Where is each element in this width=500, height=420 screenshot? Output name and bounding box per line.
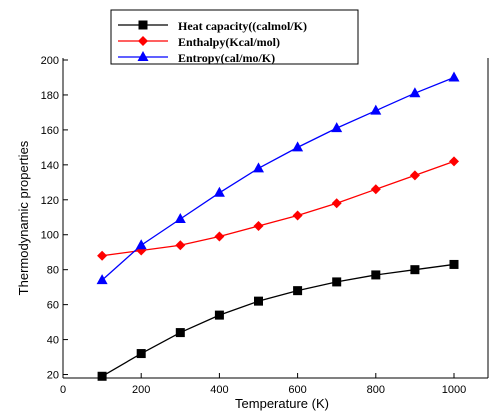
legend-marker (137, 51, 149, 61)
data-point (410, 265, 420, 275)
series-square (97, 259, 459, 381)
y-tick-label: 20 (47, 370, 59, 382)
data-point (449, 156, 459, 167)
legend-entry: Entropy(cal/mo/K) (178, 51, 275, 65)
y-tick-label: 120 (41, 195, 59, 207)
legend-box (110, 9, 359, 65)
data-point (331, 198, 342, 209)
data-point (292, 141, 304, 152)
data-point (448, 71, 460, 82)
data-point (292, 210, 303, 221)
data-point (253, 221, 264, 231)
legend: Heat capacity((calmol/K) Enthalpy(Kcal/mo… (110, 9, 359, 65)
data-point (175, 328, 185, 338)
data-point (214, 310, 224, 320)
series-triangle (96, 71, 460, 285)
data-point (331, 122, 343, 133)
y-axis-label: Thermodynamic properties (16, 140, 31, 295)
legend-entry: Heat capacity((calmol/K) (178, 19, 307, 33)
series-line (101, 263, 455, 377)
data-point (254, 296, 263, 306)
data-point (332, 277, 342, 287)
y-tick-label: 60 (47, 300, 59, 312)
data-point (214, 231, 225, 242)
data-point (409, 170, 420, 181)
data-point (370, 184, 381, 195)
data-point (136, 349, 146, 359)
y-tick-label: 200 (41, 55, 59, 67)
series-line (102, 160, 455, 257)
data-point (370, 104, 382, 115)
x-tick-label: 400 (210, 384, 228, 396)
axes: 20 40 60 80 100 120 140 160 180 200 0 200 400 600 800 1… (41, 55, 489, 396)
series-layer (96, 71, 460, 381)
data-point (371, 270, 381, 280)
data-point (135, 239, 147, 250)
y-tick-label: 140 (41, 160, 59, 172)
data-point (213, 186, 225, 197)
data-point (97, 371, 107, 381)
series-diamond (97, 156, 459, 261)
x-tick-label: 600 (288, 384, 306, 396)
y-tick-label: 180 (41, 90, 59, 102)
data-point (174, 213, 186, 224)
x-tick-label: 800 (367, 384, 385, 396)
y-tick-label: 40 (47, 335, 59, 347)
y-tick-label: 160 (41, 125, 59, 137)
y-tick-label: 80 (47, 265, 59, 277)
legend-entry: Enthalpy(Kcal/mol) (178, 35, 280, 49)
series-line (101, 76, 455, 281)
data-point (293, 286, 303, 296)
data-point (409, 87, 421, 98)
x-tick-label: 200 (132, 384, 150, 396)
x-axis-label: Temperature (K) (235, 396, 329, 411)
data-point (449, 259, 459, 269)
x-tick-label: 1000 (442, 384, 466, 396)
data-point (97, 250, 108, 261)
data-point (96, 274, 108, 285)
x-tick-label: 0 (60, 384, 66, 396)
legend-marker (138, 36, 148, 46)
legend-marker (138, 20, 148, 30)
data-point (253, 162, 264, 173)
y-tick-label: 100 (41, 230, 59, 242)
data-point (175, 240, 186, 251)
